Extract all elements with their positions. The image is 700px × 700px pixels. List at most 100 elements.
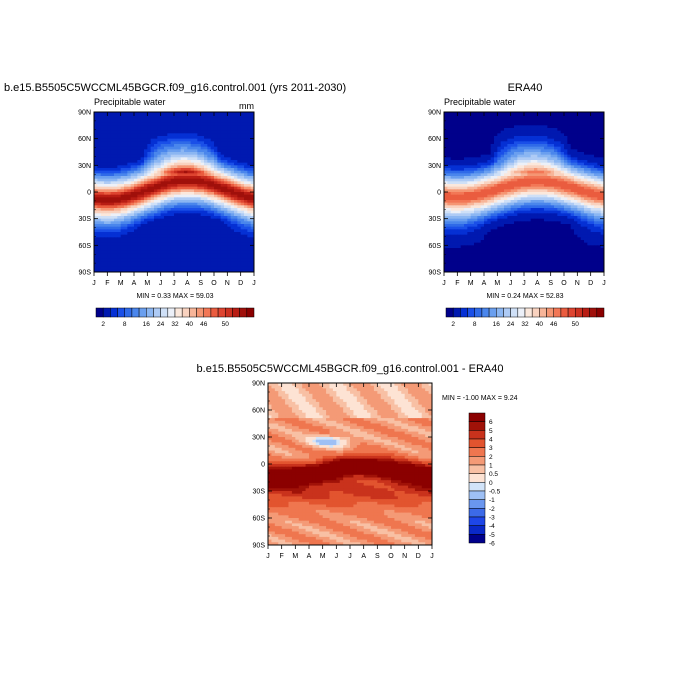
heat-cell (237, 133, 242, 137)
heat-cell (247, 136, 252, 140)
heat-cell (154, 213, 158, 217)
heat-cell (110, 261, 115, 265)
heat-cell (600, 149, 605, 153)
heat-cell (97, 194, 102, 198)
heat-cell (587, 162, 592, 166)
heat-cell (137, 160, 142, 164)
heat-cell (577, 146, 582, 150)
heat-cell (537, 122, 542, 126)
x-tick-label: J (252, 280, 256, 287)
heat-cell (597, 160, 602, 164)
heat-cell (544, 213, 548, 217)
heat-cell (94, 202, 98, 206)
heat-cell (167, 266, 172, 270)
heat-cell (200, 181, 205, 185)
heat-cell (577, 144, 582, 148)
heat-cell (587, 178, 592, 182)
heat-cell (527, 176, 532, 180)
heat-cell (214, 170, 218, 174)
heat-cell (520, 200, 525, 204)
heat-cell (170, 170, 175, 174)
heat-cell (460, 218, 465, 222)
heat-cell (150, 221, 155, 225)
heat-cell (514, 138, 518, 142)
heat-cell (457, 192, 462, 196)
colorbar-label: 24 (157, 321, 165, 328)
heat-cell (150, 112, 155, 116)
heat-cell (160, 266, 165, 270)
heat-cell (120, 269, 125, 273)
heat-cell (497, 213, 502, 217)
heat-cell (224, 232, 228, 236)
heat-cell (147, 178, 152, 182)
heat-cell (117, 160, 122, 164)
heat-cell (567, 130, 572, 134)
heat-cell (140, 248, 145, 252)
heat-cell (580, 194, 585, 198)
heat-cell (117, 141, 122, 145)
heat-cell (560, 208, 565, 212)
heat-cell (154, 266, 158, 270)
heat-cell (214, 226, 218, 230)
heat-cell (104, 146, 108, 150)
heat-cell (517, 194, 522, 198)
heat-cell (500, 218, 505, 222)
heat-cell (484, 192, 488, 196)
heat-cell (120, 168, 125, 172)
heat-cell (470, 162, 475, 166)
heat-cell (150, 149, 155, 153)
heat-cell (600, 186, 605, 190)
heat-cell (100, 181, 105, 185)
heat-cell (507, 168, 512, 172)
heat-cell (480, 165, 485, 169)
heat-cell (510, 170, 515, 174)
heat-cell (194, 218, 198, 222)
heat-cell (194, 210, 198, 214)
heat-cell (217, 122, 222, 126)
heat-cell (124, 114, 128, 118)
heat-cell (204, 200, 208, 204)
heat-cell (544, 168, 548, 172)
heat-cell (250, 242, 255, 246)
heat-cell (240, 242, 245, 246)
heat-cell (530, 130, 535, 134)
heat-cell (140, 240, 145, 244)
heat-cell (494, 205, 498, 209)
heat-cell (154, 250, 158, 254)
heat-cell (177, 240, 182, 244)
heat-cell (250, 256, 255, 260)
heat-cell (140, 250, 145, 254)
heat-cell (234, 248, 238, 252)
heat-cell (600, 114, 605, 118)
heat-cell (100, 248, 105, 252)
heat-cell (450, 208, 455, 212)
heat-cell (154, 264, 158, 268)
heat-cell (250, 237, 255, 241)
heat-cell (534, 133, 538, 137)
heat-cell (170, 202, 175, 206)
colorbar-box (110, 307, 118, 318)
heat-cell (187, 200, 192, 204)
heat-cell (540, 186, 545, 190)
heat-cell (510, 168, 515, 172)
heat-cell (154, 138, 158, 142)
heat-cell (457, 216, 462, 220)
heat-cell (587, 168, 592, 172)
heat-cell (140, 157, 145, 161)
heat-cell (574, 114, 578, 118)
heat-cell (250, 165, 255, 169)
heat-cell (110, 130, 115, 134)
heat-cell (247, 202, 252, 206)
heat-cell (124, 152, 128, 156)
heat-cell (200, 266, 205, 270)
heat-cell (164, 258, 168, 262)
heat-cell (574, 176, 578, 180)
heat-cell (497, 216, 502, 220)
y-tick-label: 60S (79, 243, 92, 250)
heat-cell (244, 178, 248, 182)
heat-cell (160, 120, 165, 124)
heat-cell (104, 256, 108, 260)
heat-cell (237, 213, 242, 217)
heat-cell (134, 146, 138, 150)
heat-cell (120, 154, 125, 158)
